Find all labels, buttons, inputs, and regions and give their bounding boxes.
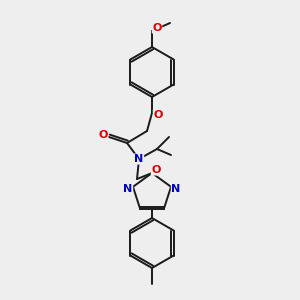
Text: O: O	[153, 110, 163, 120]
Text: O: O	[152, 23, 162, 33]
Text: N: N	[123, 184, 133, 194]
Text: O: O	[151, 165, 161, 175]
Text: O: O	[98, 130, 108, 140]
Text: N: N	[134, 154, 144, 164]
Text: N: N	[171, 184, 181, 194]
